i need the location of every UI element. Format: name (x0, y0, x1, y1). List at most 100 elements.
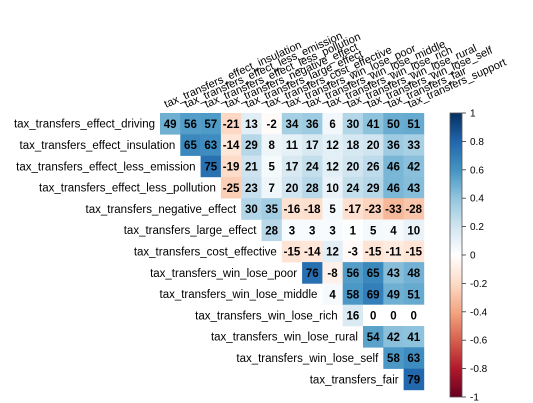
colorbar-tick-label: -0.6 (470, 336, 488, 347)
heatmap-cell (261, 198, 283, 220)
heatmap-cell (403, 113, 425, 135)
cell-value-label: -3 (348, 247, 358, 259)
heatmap-cell (403, 155, 425, 178)
cell-value-label: 49 (387, 289, 400, 301)
heatmap-cell (322, 283, 343, 305)
cell-value-label: 5 (329, 204, 336, 216)
row-label: tax_transfers_win_lose_middle (160, 289, 318, 301)
heatmap-cell (241, 113, 262, 135)
cell-value-label: 75 (204, 161, 217, 173)
row-label: tax_transfers_effect_insulation (20, 140, 176, 152)
colorbar-tick-label: 0.4 (470, 194, 484, 205)
cell-value-label: 13 (245, 119, 258, 131)
heatmap-cell (342, 283, 364, 305)
heatmap-cell (241, 134, 262, 156)
heatmap-cell (342, 240, 364, 263)
heatmap-cell (281, 240, 303, 263)
cell-value-label: 18 (346, 140, 359, 152)
cell-value-label: 41 (407, 332, 420, 344)
colorbar-tick-label: -1 (470, 393, 479, 403)
heatmap-cell (383, 262, 404, 284)
heatmap-cell (383, 283, 404, 305)
cell-value-label: 46 (387, 183, 400, 195)
row-label: tax_transfers_negative_effect (86, 204, 237, 216)
heatmap-cell (403, 283, 425, 305)
heatmap-cell (363, 198, 384, 220)
heatmap-cell (302, 240, 323, 263)
heatmap-cell (200, 155, 222, 178)
cell-value-label: 50 (387, 119, 400, 131)
heatmap-cell (403, 219, 425, 242)
heatmap-cell (403, 262, 425, 284)
heatmap-cell (363, 240, 384, 263)
heatmap-cell (220, 155, 242, 178)
cell-value-label: 65 (184, 140, 197, 152)
heatmap-cell (383, 198, 404, 220)
row-label: tax_transfers_win_lose_rural (211, 332, 358, 344)
heatmap-cell (403, 347, 425, 369)
cell-value-label: 3 (329, 225, 335, 237)
heatmap-cell (261, 155, 283, 178)
cell-value-label: -21 (223, 119, 240, 131)
colorbar-tick-label: 0 (470, 251, 476, 262)
cell-value-label: 51 (407, 289, 420, 301)
heatmap-cell (220, 113, 242, 135)
cell-value-label: -15 (405, 247, 422, 259)
heatmap-cell (241, 198, 262, 220)
heatmap-cell (383, 176, 404, 199)
heatmap-cell (342, 198, 364, 220)
heatmap-cell (403, 198, 425, 220)
cell-value-label: 0 (370, 311, 376, 323)
heatmap-cell (363, 155, 384, 178)
cell-value-label: 42 (387, 332, 400, 344)
heatmap-cell (322, 155, 343, 178)
row-label: tax_transfers_fair (310, 374, 399, 386)
cell-value-label: 33 (407, 140, 420, 152)
cell-value-label: 41 (367, 119, 380, 131)
heatmap-cell (281, 219, 303, 242)
colorbar-tick-label: -0.4 (470, 307, 488, 318)
cell-value-label: 35 (265, 204, 278, 216)
heatmap-cell (363, 176, 384, 199)
heatmap-cell (261, 176, 283, 199)
cell-value-label: -33 (385, 204, 402, 216)
heatmap-cell (403, 240, 425, 263)
cell-value-label: 12 (326, 247, 339, 259)
heatmap-cell (383, 304, 404, 327)
cell-value-label: 65 (367, 268, 380, 280)
heatmap-cell (363, 304, 384, 327)
cell-value-label: 10 (326, 183, 339, 195)
colorbar-tick-label: -0.8 (470, 364, 488, 375)
cell-value-label: 0 (411, 311, 417, 323)
cell-value-label: 58 (387, 353, 400, 365)
heatmap-cell (363, 262, 384, 284)
heatmap-cell (302, 262, 323, 284)
cell-value-label: 3 (309, 225, 315, 237)
cell-value-label: 57 (204, 119, 217, 131)
cell-value-label: 29 (367, 183, 380, 195)
cell-value-label: -16 (284, 204, 301, 216)
heatmap-cell (241, 176, 262, 199)
heatmap-cell (383, 240, 404, 263)
heatmap-cell (281, 134, 303, 156)
heatmap-cell (200, 134, 222, 156)
cell-value-label: 46 (387, 161, 400, 173)
heatmap-cell (261, 134, 283, 156)
heatmap-cell (220, 134, 242, 156)
row-label: tax_transfers_win_lose_rich (195, 310, 338, 322)
colorbar-tick-label: 0.6 (470, 165, 484, 176)
cell-value-label: 30 (245, 204, 258, 216)
cell-value-label: -14 (304, 247, 321, 259)
cell-value-label: -15 (284, 247, 301, 259)
heatmap-cell (403, 326, 425, 348)
heatmap-cell (302, 176, 323, 199)
cell-value-label: 4 (329, 289, 336, 301)
cell-value-label: 1 (350, 225, 357, 237)
cell-value-label: 58 (346, 289, 359, 301)
cell-value-label: 21 (245, 161, 258, 173)
heatmap-cell (383, 113, 404, 135)
heatmap-cell (322, 219, 343, 242)
heatmap-cell (403, 134, 425, 156)
heatmap-cell (342, 304, 364, 327)
